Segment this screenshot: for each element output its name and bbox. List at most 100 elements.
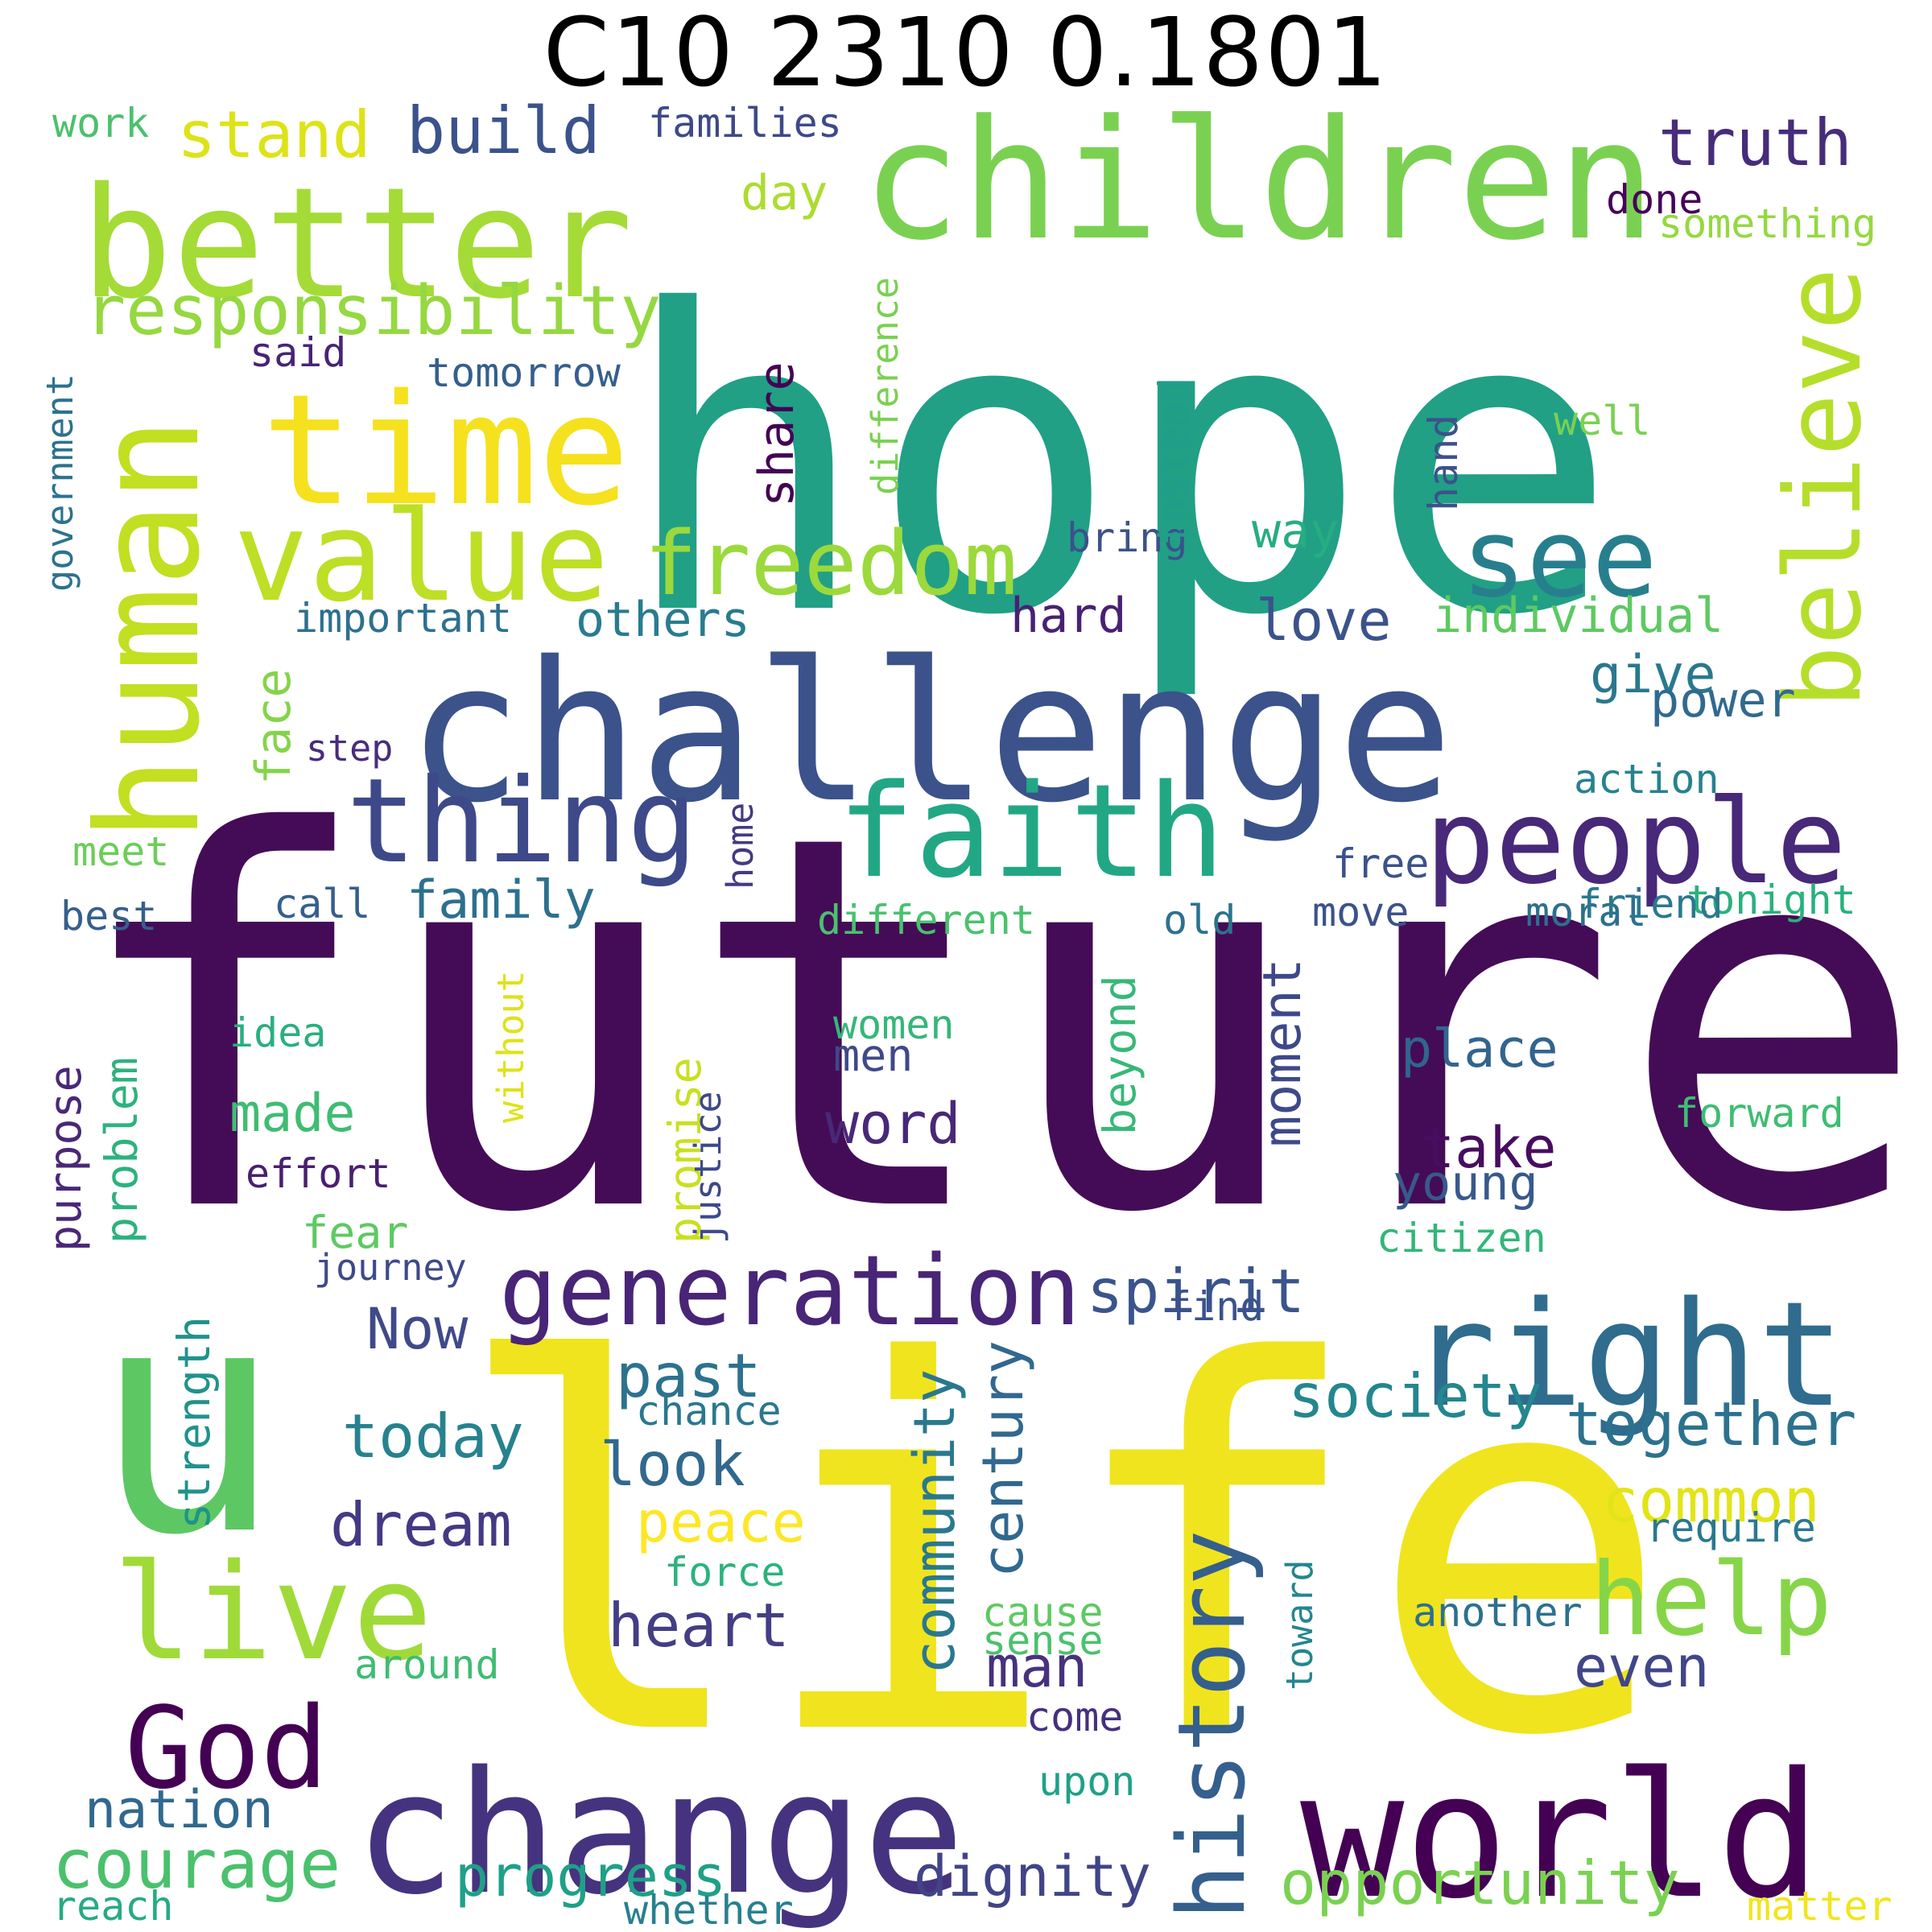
word-right: right	[1409, 1271, 1845, 1439]
word-dignity: dignity	[914, 1843, 1151, 1909]
word-cloud-title: C10 2310 0.1801	[543, 0, 1389, 108]
word-truth: truth	[1658, 105, 1852, 180]
word-freedom: freedom	[644, 512, 1018, 615]
word-effort: effort	[246, 1150, 391, 1197]
word-another: another	[1413, 1589, 1583, 1636]
word-free: free	[1332, 840, 1429, 887]
word-important: important	[294, 595, 512, 642]
word-require: require	[1646, 1505, 1816, 1551]
word-said: said	[250, 329, 346, 376]
word-find: find	[1167, 1283, 1264, 1330]
word-sense: sense	[982, 1617, 1104, 1664]
word-different: different	[817, 897, 1035, 943]
word-better: better	[80, 155, 633, 332]
word-nation: nation	[85, 1780, 274, 1840]
word-day: day	[741, 165, 828, 221]
word-progress: progress	[455, 1843, 726, 1909]
word-hand: hand	[1420, 415, 1467, 511]
word-courage: courage	[52, 1825, 341, 1905]
word-come: come	[1026, 1694, 1123, 1740]
word-challenge: challenge	[407, 620, 1453, 845]
word-promise: promise	[659, 1057, 711, 1244]
word-love: love	[1256, 588, 1392, 654]
word-people: people	[1425, 774, 1847, 910]
word-spirit: spirit	[1087, 1256, 1305, 1327]
word-common: common	[1602, 1465, 1820, 1536]
word-today: today	[342, 1401, 524, 1472]
word-reach: reach	[52, 1883, 174, 1930]
word-take: take	[1421, 1115, 1557, 1181]
word-difference: difference	[864, 277, 906, 495]
word-purpose: purpose	[39, 1065, 91, 1252]
word-way: way	[1252, 503, 1339, 559]
word-human: human	[68, 417, 231, 841]
word-past: past	[616, 1340, 762, 1411]
word-opportunity: opportunity	[1280, 1847, 1680, 1918]
word-faith: faith	[837, 756, 1225, 906]
word-live: live	[113, 1535, 432, 1690]
word-idea: idea	[229, 1009, 326, 1056]
word-time: time	[262, 361, 630, 539]
word-meet: meet	[72, 828, 169, 875]
word-women: women	[833, 1001, 955, 1048]
word-chance: chance	[636, 1388, 782, 1435]
word-life: life	[451, 1256, 1672, 1847]
word-family: family	[407, 870, 596, 931]
word-tonight: tonight	[1686, 877, 1856, 923]
word-individual: individual	[1433, 588, 1724, 644]
word-heart: heart	[608, 1590, 790, 1661]
word-hope: hope	[620, 224, 1618, 706]
word-tomorrow: tomorrow	[427, 349, 621, 396]
word-share: share	[749, 361, 805, 507]
word-history: history	[1158, 1530, 1266, 1920]
word-problem: problem	[96, 1057, 147, 1244]
word-action: action	[1574, 756, 1719, 803]
word-community: community	[902, 1369, 968, 1674]
word-done: done	[1606, 176, 1703, 223]
word-help: help	[1590, 1542, 1832, 1658]
word-now: Now	[366, 1296, 469, 1362]
word-citizen: citizen	[1377, 1215, 1546, 1261]
word-face: face	[246, 669, 302, 786]
word-home: home	[719, 803, 762, 890]
word-journey: journey	[314, 1246, 467, 1289]
word-bring: bring	[1067, 514, 1188, 561]
word-look: look	[600, 1429, 745, 1500]
word-matter: matter	[1747, 1883, 1893, 1930]
word-beyond: beyond	[1094, 975, 1146, 1135]
word-young: young	[1393, 1155, 1538, 1212]
word-upon: upon	[1038, 1758, 1135, 1805]
word-thing: thing	[346, 753, 698, 890]
word-u: u	[93, 1238, 282, 1604]
word-world: world	[1300, 1735, 1821, 1932]
word-work: work	[52, 100, 149, 147]
word-around: around	[354, 1641, 500, 1688]
word-build: build	[407, 93, 601, 168]
word-whether: whether	[624, 1887, 794, 1932]
word-force: force	[664, 1549, 786, 1596]
word-made: made	[229, 1084, 356, 1144]
word-peace: peace	[636, 1489, 806, 1555]
word-society: society	[1288, 1360, 1542, 1431]
word-see: see	[1461, 495, 1657, 621]
word-call: call	[274, 881, 370, 927]
word-moment: moment	[1253, 958, 1313, 1147]
word-without: without	[489, 970, 532, 1123]
word-man: man	[986, 1634, 1088, 1700]
word-hard: hard	[1010, 588, 1127, 644]
word-together: together	[1566, 1389, 1856, 1459]
word-families: families	[648, 100, 842, 147]
word-future: future	[67, 725, 1928, 1325]
word-cause: cause	[982, 1589, 1104, 1636]
word-responsibility: responsibility	[85, 271, 661, 351]
word-word: word	[825, 1091, 961, 1157]
word-value: value	[233, 484, 609, 630]
word-god: God	[125, 1683, 328, 1814]
word-children: children	[861, 85, 1656, 277]
word-friend: friend	[1578, 881, 1724, 927]
word-place: place	[1401, 1019, 1558, 1080]
word-generation: generation	[499, 1236, 1080, 1348]
word-power: power	[1650, 672, 1796, 729]
word-justice: justice	[687, 1091, 729, 1244]
